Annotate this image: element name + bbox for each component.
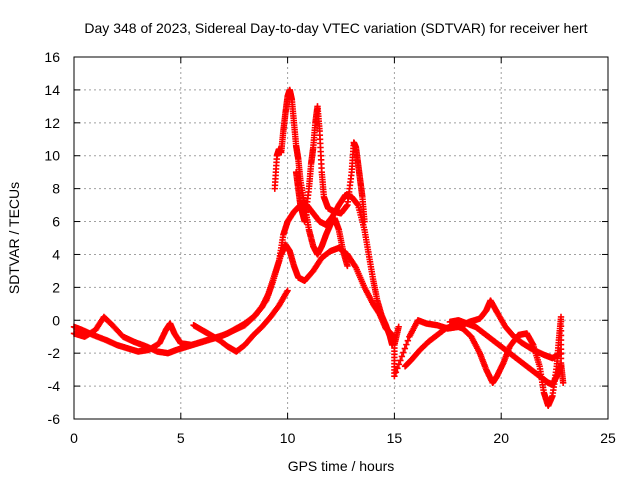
data-point-marker [557, 363, 565, 370]
y-tick-label: 16 [44, 49, 60, 65]
data-point-marker [344, 262, 351, 270]
series-5 [391, 297, 565, 380]
y-tick-label: 14 [44, 82, 60, 98]
data-point-marker [397, 357, 404, 364]
y-tick-label: 0 [52, 312, 60, 328]
x-tick-label: 10 [280, 430, 296, 446]
data-point-marker [404, 337, 412, 344]
chart-title: Day 348 of 2023, Sidereal Day-to-day VTE… [84, 20, 587, 36]
data-point-marker [392, 369, 400, 376]
y-axis-label: SDTVAR / TECUs [6, 182, 22, 294]
x-tick-label: 5 [177, 430, 185, 446]
data-point-marker [284, 287, 291, 294]
y-tick-label: -2 [48, 345, 61, 361]
series-8 [190, 287, 291, 355]
data-point-marker [394, 365, 401, 372]
y-tick-label: 6 [52, 214, 60, 230]
data-point-marker [351, 263, 359, 270]
data-point-marker [395, 361, 403, 368]
y-tick-label: 12 [44, 115, 60, 131]
plot-frame [73, 56, 609, 420]
data-series [70, 86, 567, 410]
series-4 [292, 103, 368, 225]
x-tick-label: 15 [387, 430, 403, 446]
x-tick-label: 20 [493, 430, 509, 446]
y-tick-label: 10 [44, 148, 60, 164]
y-tick-label: 2 [52, 279, 60, 295]
y-tick-label: 8 [52, 181, 60, 197]
data-point-marker [400, 349, 407, 356]
series-3 [271, 86, 351, 270]
series-6 [401, 313, 567, 410]
data-point-marker [403, 341, 410, 348]
x-tick-label: 0 [70, 430, 78, 446]
data-point-marker [391, 373, 398, 380]
y-tick-label: -6 [48, 411, 61, 427]
y-tick-label: -4 [48, 378, 61, 394]
series-7 [446, 317, 565, 388]
grid-lines [74, 57, 608, 419]
data-point-marker [559, 379, 567, 386]
data-point-marker [398, 353, 406, 360]
data-point-marker [401, 345, 409, 352]
x-axis-label: GPS time / hours [288, 458, 395, 474]
series-1 [70, 241, 398, 357]
x-tick-label: 25 [600, 430, 616, 446]
data-point-marker [361, 218, 368, 225]
y-tick-label: 4 [52, 246, 60, 262]
